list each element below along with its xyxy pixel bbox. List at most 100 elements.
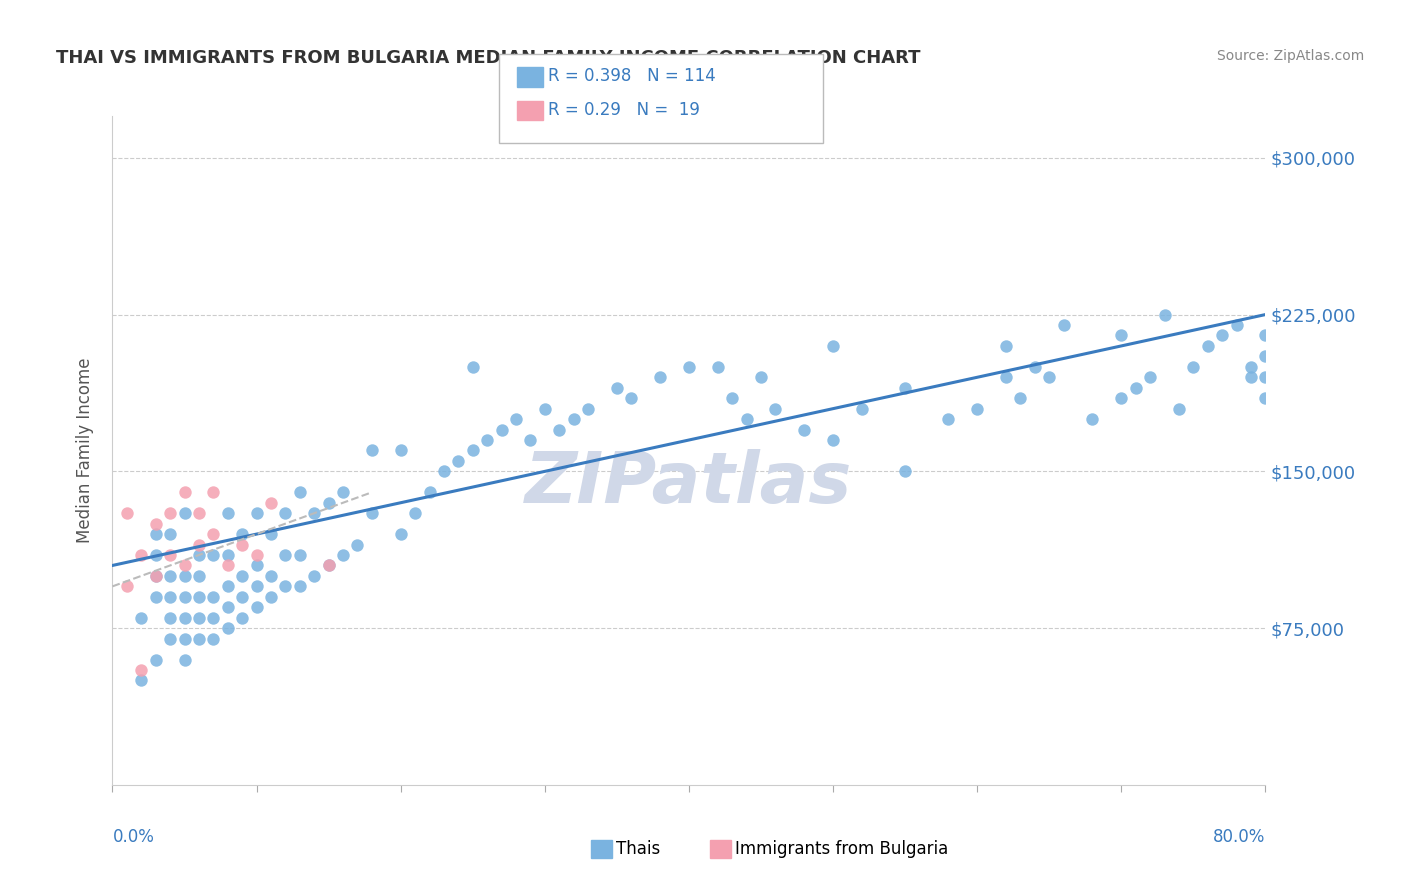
Point [648,370,672,384]
Point [360,443,382,458]
Point [260,569,283,583]
Point [461,443,484,458]
Point [188,590,211,604]
Point [188,632,211,646]
Point [894,381,917,395]
Point [217,558,239,573]
Point [1254,328,1277,343]
Text: ZIPatlas: ZIPatlas [526,450,852,518]
Point [245,548,267,562]
Point [1111,328,1133,343]
Point [389,443,412,458]
Point [461,359,484,374]
Point [159,548,181,562]
Point [491,423,513,437]
Point [1024,359,1046,374]
Point [1038,370,1060,384]
Point [159,506,181,520]
Point [260,590,283,604]
Point [562,412,585,426]
Text: R = 0.398   N = 114: R = 0.398 N = 114 [548,67,716,85]
Point [145,527,167,541]
Point [475,433,498,447]
Point [318,558,340,573]
Text: Immigrants from Bulgaria: Immigrants from Bulgaria [735,840,949,858]
Point [274,579,297,593]
Point [231,611,253,625]
Text: THAI VS IMMIGRANTS FROM BULGARIA MEDIAN FAMILY INCOME CORRELATION CHART: THAI VS IMMIGRANTS FROM BULGARIA MEDIAN … [56,49,921,67]
Point [159,632,181,646]
Point [1254,370,1277,384]
Point [765,401,787,416]
Point [1153,308,1175,322]
Point [995,339,1018,353]
Point [202,611,225,625]
Point [173,611,195,625]
Point [447,454,470,468]
Point [1125,381,1147,395]
Point [360,506,382,520]
Point [159,590,181,604]
Point [188,569,211,583]
Point [260,527,283,541]
Point [173,652,195,666]
Point [1052,318,1074,332]
Point [274,506,297,520]
Point [288,485,311,500]
Point [1211,328,1233,343]
Point [173,506,195,520]
Point [735,412,758,426]
Text: 0.0%: 0.0% [112,829,155,847]
Point [1010,391,1032,405]
Point [1254,391,1277,405]
Point [173,590,195,604]
Point [188,611,211,625]
Point [173,632,195,646]
Point [332,548,354,562]
Point [505,412,527,426]
Point [706,359,728,374]
Text: Source: ZipAtlas.com: Source: ZipAtlas.com [1216,49,1364,63]
Point [318,558,340,573]
Point [288,548,311,562]
Point [231,527,253,541]
Point [1226,318,1249,332]
Point [519,433,541,447]
Text: 80.0%: 80.0% [1213,829,1265,847]
Point [1182,359,1205,374]
Point [404,506,426,520]
Point [1111,391,1133,405]
Point [217,506,239,520]
Point [202,548,225,562]
Point [1197,339,1219,353]
Point [1240,359,1263,374]
Point [288,579,311,593]
Point [1254,350,1277,364]
Point [231,569,253,583]
Point [202,632,225,646]
Point [620,391,643,405]
Point [159,527,181,541]
Point [245,506,267,520]
Point [793,423,815,437]
Point [274,548,297,562]
Point [188,537,211,551]
Point [173,558,195,573]
Point [217,579,239,593]
Point [245,558,267,573]
Point [129,611,153,625]
Point [332,485,354,500]
Point [231,537,253,551]
Point [936,412,959,426]
Point [115,579,138,593]
Point [188,548,211,562]
Point [145,548,167,562]
Point [202,590,225,604]
Point [145,590,167,604]
Point [304,569,326,583]
Point [1081,412,1104,426]
Point [346,537,368,551]
Point [721,391,744,405]
Point [678,359,700,374]
Point [1167,401,1189,416]
